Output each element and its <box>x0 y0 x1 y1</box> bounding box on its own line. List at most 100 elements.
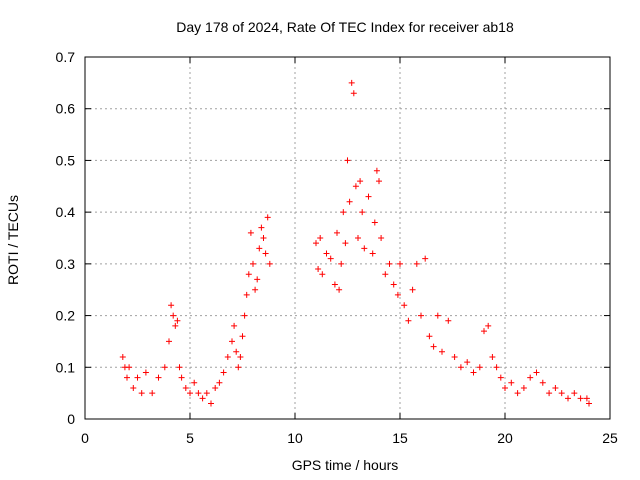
data-point <box>187 390 193 397</box>
data-point <box>352 183 359 190</box>
data-point <box>583 395 590 402</box>
data-point <box>245 271 252 278</box>
data-point <box>464 359 471 366</box>
x-tick-label: 0 <box>81 430 89 446</box>
data-point <box>546 390 553 397</box>
data-point <box>577 395 584 402</box>
data-point <box>124 374 130 381</box>
axes: 0 0.1 0.2 0.3 0.4 0.5 0.6 0.7 0 5 10 15 20 25 <box>56 49 618 446</box>
data-point <box>520 384 527 391</box>
data-point <box>365 193 372 200</box>
data-point <box>130 384 137 391</box>
data-point <box>208 400 214 407</box>
data-point <box>220 369 227 376</box>
data-point <box>485 322 492 329</box>
data-point <box>336 286 343 293</box>
data-point <box>327 255 334 262</box>
data-point <box>386 260 393 267</box>
data-point <box>373 167 380 174</box>
x-tick-label: 15 <box>392 430 408 446</box>
data-point <box>119 353 126 360</box>
y-tick-label: 0.7 <box>56 49 76 65</box>
y-tick-label: 0.1 <box>56 359 76 375</box>
data-point <box>348 79 355 86</box>
data-point <box>355 235 361 241</box>
data-point <box>334 229 340 236</box>
data-point <box>571 390 578 397</box>
data-point <box>338 260 345 267</box>
plot-frame <box>84 56 611 420</box>
x-axis-label: GPS time / hours <box>292 457 399 473</box>
data-point <box>134 374 141 381</box>
data-points <box>119 79 592 407</box>
data-point <box>371 219 378 226</box>
data-point <box>168 302 175 309</box>
data-point <box>508 379 515 386</box>
data-point <box>212 384 219 391</box>
y-tick-label: 0.4 <box>56 204 76 220</box>
data-point <box>166 338 172 345</box>
data-point <box>470 369 477 376</box>
data-point <box>434 312 441 319</box>
data-point <box>413 260 420 267</box>
data-point <box>369 250 376 257</box>
data-point <box>430 343 437 350</box>
x-tick-label: 25 <box>602 430 618 446</box>
data-point <box>264 214 271 221</box>
data-point <box>439 348 445 355</box>
data-point <box>497 374 504 381</box>
data-point <box>514 390 521 397</box>
data-point <box>457 364 464 371</box>
data-point <box>409 286 416 293</box>
data-point <box>258 224 265 231</box>
data-point <box>376 178 382 185</box>
data-point <box>331 281 338 288</box>
data-point <box>142 369 149 376</box>
y-tick-label: 0.5 <box>56 152 76 168</box>
data-point <box>216 379 223 386</box>
data-point <box>346 198 353 205</box>
data-point <box>224 353 231 360</box>
data-point <box>313 240 319 247</box>
data-point <box>445 317 452 324</box>
y-tick-label: 0.3 <box>56 256 76 272</box>
data-point <box>256 245 263 252</box>
data-point <box>397 260 403 267</box>
data-point <box>317 235 324 241</box>
data-point <box>418 312 424 319</box>
chart-title: Day 178 of 2024, Rate Of TEC Index for r… <box>176 19 514 35</box>
data-point <box>195 390 202 397</box>
data-point <box>533 369 540 376</box>
data-point <box>342 240 349 247</box>
data-point <box>247 229 254 236</box>
data-point <box>155 374 162 381</box>
data-point <box>178 374 185 381</box>
data-point <box>350 90 357 97</box>
data-point <box>378 235 385 241</box>
data-point <box>323 250 330 257</box>
data-point <box>390 281 397 288</box>
data-point <box>405 317 412 324</box>
data-point <box>344 157 351 164</box>
data-point <box>260 235 267 241</box>
data-point <box>176 364 183 371</box>
data-point <box>451 353 458 360</box>
grid <box>85 57 610 419</box>
data-point <box>262 250 269 257</box>
data-point <box>357 178 364 185</box>
data-point <box>502 384 508 391</box>
data-point <box>476 364 483 371</box>
y-tick-label: 0.2 <box>56 308 76 324</box>
data-point <box>250 260 256 267</box>
data-point <box>489 353 496 360</box>
data-point <box>237 353 244 360</box>
data-point <box>199 395 206 402</box>
data-point <box>481 328 487 335</box>
data-point <box>552 384 559 391</box>
y-tick-label: 0 <box>67 411 75 427</box>
data-point <box>426 333 433 340</box>
data-point <box>233 348 240 355</box>
data-point <box>361 245 368 252</box>
data-point <box>340 209 347 216</box>
